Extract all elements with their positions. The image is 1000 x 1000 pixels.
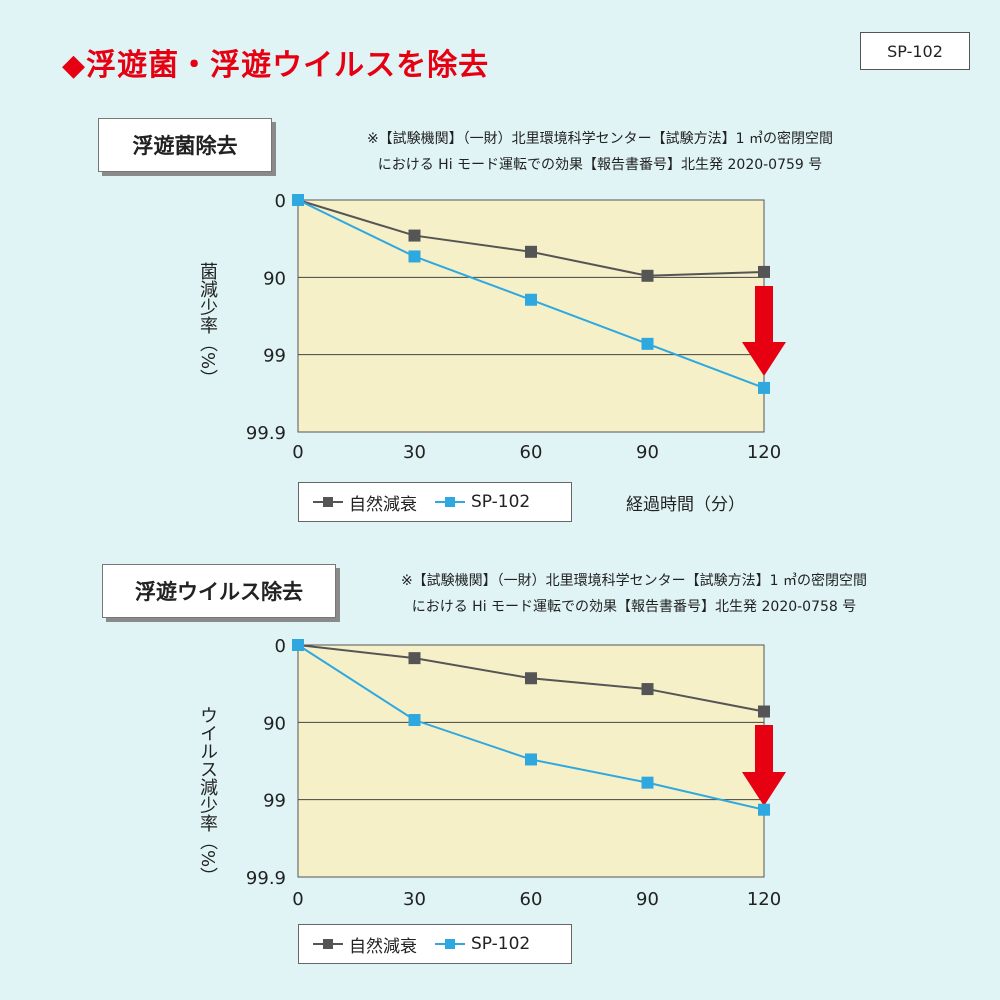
chart2-x-tick-label: 30 <box>403 889 426 910</box>
chart1-note-line2: における Hi モード運転での効果【報告書番号】北生発 2020-0759 号 <box>377 157 823 173</box>
chart2-reduction-arrow-icon <box>742 725 786 806</box>
chart1-reduction-arrow-icon <box>742 286 786 376</box>
chart2-y-tick-label: 99.9 <box>246 868 286 889</box>
chart1-natural-decay-point <box>641 269 654 282</box>
chart2-x-tick-label: 60 <box>520 889 543 910</box>
chart1-sp102-point <box>408 250 421 263</box>
chart1-x-tick-label: 120 <box>747 442 781 463</box>
legend-natural-swatch-icon <box>313 939 343 949</box>
chart1-legend-natural: 自然減衰 <box>313 490 417 515</box>
chart2-test-note: ※【試験機関】（一財）北里環境科学センター【試験方法】1 ㎥の密閉空間 における… <box>334 568 934 620</box>
chart1-y-axis-label: 菌減少率（%） <box>197 262 218 388</box>
chart1-x-tick-label: 60 <box>520 442 543 463</box>
chart2-note-line1: ※【試験機関】（一財）北里環境科学センター【試験方法】1 ㎥の密閉空間 <box>400 573 868 589</box>
legend-product-swatch-icon <box>435 939 465 949</box>
chart1-legend: 自然減衰 SP-102 <box>298 482 572 522</box>
chart2-natural-decay-point <box>758 705 770 718</box>
chart1-section-label: 浮遊菌除去 <box>98 118 272 172</box>
chart1-y-tick-label: 90 <box>263 268 286 289</box>
chart2-natural-decay-point <box>408 652 421 665</box>
chart2-sp102-point <box>292 639 304 651</box>
chart2-legend-natural-label: 自然減衰 <box>349 936 417 957</box>
chart2-legend-natural: 自然減衰 <box>313 932 417 957</box>
chart2-x-tick-label: 90 <box>636 889 659 910</box>
chart1-natural-decay-point <box>408 229 421 242</box>
chart1-y-tick-label: 99 <box>263 346 286 367</box>
chart1-sp102-point <box>641 337 654 350</box>
chart2-legend: 自然減衰 SP-102 <box>298 924 572 964</box>
chart2-natural-decay-point <box>641 683 654 696</box>
legend-natural-swatch-icon <box>313 497 343 507</box>
chart1-natural-decay-point <box>758 265 770 278</box>
chart2-sp102-point <box>758 803 770 816</box>
chart2-sp102-point <box>641 776 654 789</box>
chart1-y-tick-label: 0 <box>275 191 286 212</box>
chart1-x-tick-label: 90 <box>636 442 659 463</box>
chart1-sp102-point <box>758 381 770 394</box>
chart1-sp102-point <box>525 293 537 306</box>
chart2-legend-product: SP-102 <box>435 934 530 954</box>
chart2-legend-product-label: SP-102 <box>471 934 531 954</box>
chart1-x-tick-label: 30 <box>403 442 426 463</box>
chart1-y-tick-label: 99.9 <box>246 423 286 444</box>
chart1-x-tick-label: 0 <box>292 442 303 463</box>
chart1-test-note: ※【試験機関】（一財）北里環境科学センター【試験方法】1 ㎥の密閉空間 における… <box>300 126 900 178</box>
chart2-note-line2: における Hi モード運転での効果【報告書番号】北生発 2020-0758 号 <box>411 599 857 615</box>
chart1-legend-natural-label: 自然減衰 <box>349 494 417 515</box>
chart1-sp102-point <box>292 194 304 206</box>
chart2-sp102-point <box>408 714 421 727</box>
chart2-y-axis-label: ウイルス減少率（%） <box>197 706 218 886</box>
chart2-y-tick-label: 90 <box>263 713 286 734</box>
chart1-x-axis-label: 経過時間（分） <box>626 495 745 515</box>
chart1-natural-decay-point <box>525 245 537 258</box>
chart1-legend-product-label: SP-102 <box>471 492 531 512</box>
chart2-y-tick-label: 99 <box>263 791 286 812</box>
page-headline: ◆浮遊菌・浮遊ウイルスを除去 <box>62 48 490 83</box>
chart2-x-tick-label: 120 <box>747 889 781 910</box>
chart2-natural-decay-point <box>525 672 537 685</box>
chart2-sp102-point <box>525 753 537 766</box>
legend-product-swatch-icon <box>435 497 465 507</box>
model-badge: SP-102 <box>860 32 970 70</box>
chart2-y-tick-label: 0 <box>275 636 286 657</box>
chart2-x-tick-label: 0 <box>292 889 303 910</box>
chart1-note-line1: ※【試験機関】（一財）北里環境科学センター【試験方法】1 ㎥の密閉空間 <box>366 131 834 147</box>
chart2-section-label: 浮遊ウイルス除去 <box>102 564 336 618</box>
chart1-legend-product: SP-102 <box>435 492 530 512</box>
